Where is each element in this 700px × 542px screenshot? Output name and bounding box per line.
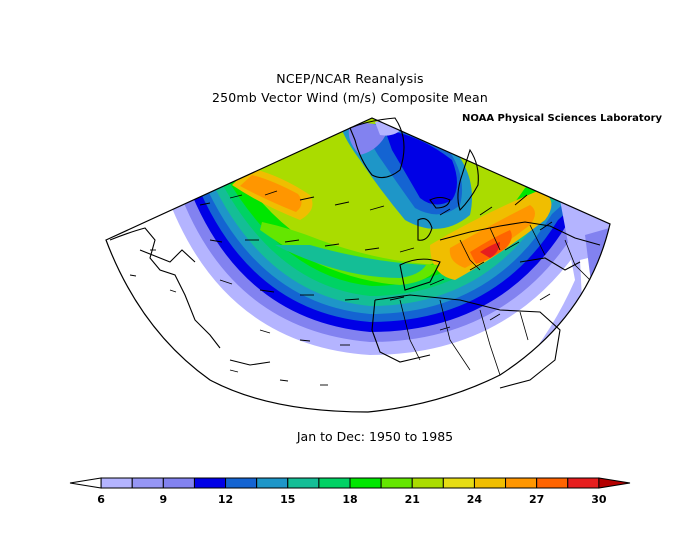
colorbar-cell xyxy=(100,477,133,489)
colorbar-cell xyxy=(225,477,258,489)
colorbar-tick-label: 12 xyxy=(218,493,233,506)
colorbar-cell xyxy=(505,477,538,489)
credit-label: NOAA Physical Sciences Laboratory xyxy=(462,113,663,124)
colorbar-cell xyxy=(256,477,289,489)
colorbar-cell xyxy=(162,477,195,489)
colorbar-cell xyxy=(598,477,631,489)
colorbar-cell xyxy=(380,477,413,489)
colorbar-tick-label: 30 xyxy=(591,493,607,506)
colorbar-cell xyxy=(193,477,227,489)
colorbar-cell xyxy=(567,477,600,489)
colorbar-cell xyxy=(442,477,475,489)
colorbar-tick-label: 9 xyxy=(160,493,168,506)
colorbar-cell xyxy=(287,477,320,489)
colorbar-labels: 6 9 12 15 18 21 24 27 30 xyxy=(97,493,607,506)
colorbar-cell xyxy=(411,477,444,489)
colorbar-tick-label: 15 xyxy=(280,493,295,506)
colorbar-tick-label: 6 xyxy=(97,493,105,506)
chart-title-line1: NCEP/NCAR Reanalysis xyxy=(276,71,424,86)
colorbar-tick-label: 18 xyxy=(342,493,357,506)
colorbar-cell xyxy=(131,477,164,489)
colorbar-cell xyxy=(349,477,382,489)
colorbar-tick-label: 27 xyxy=(529,493,544,506)
colorbar-tick-label: 21 xyxy=(405,493,420,506)
colorbar-cells xyxy=(69,477,631,489)
time-period-label: Jan to Dec: 1950 to 1985 xyxy=(296,429,454,444)
colorbar-tick-label: 24 xyxy=(467,493,483,506)
map-frame xyxy=(105,117,611,413)
colorbar-cell xyxy=(473,477,507,489)
colorbar-cell xyxy=(318,477,351,489)
colorbar-cell xyxy=(536,477,569,489)
wind-vectors xyxy=(129,190,553,386)
colorbar-cell xyxy=(69,477,102,489)
chart-title-line2: 250mb Vector Wind (m/s) Composite Mean xyxy=(211,90,489,105)
coastlines xyxy=(109,117,601,389)
borders xyxy=(399,224,591,376)
